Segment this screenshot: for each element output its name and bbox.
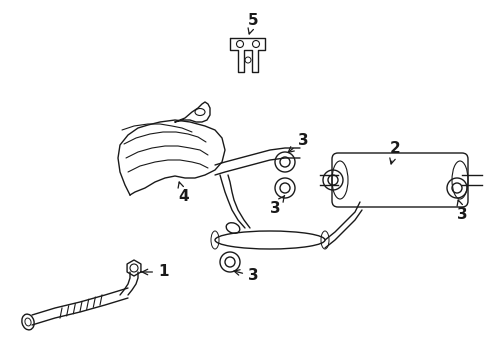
- Text: 3: 3: [269, 195, 284, 216]
- Text: 3: 3: [287, 132, 308, 152]
- Text: 2: 2: [389, 140, 400, 164]
- Text: 4: 4: [178, 182, 188, 203]
- Text: 3: 3: [234, 269, 258, 284]
- Text: 3: 3: [456, 200, 467, 221]
- Text: 1: 1: [142, 265, 168, 279]
- Text: 5: 5: [247, 13, 258, 34]
